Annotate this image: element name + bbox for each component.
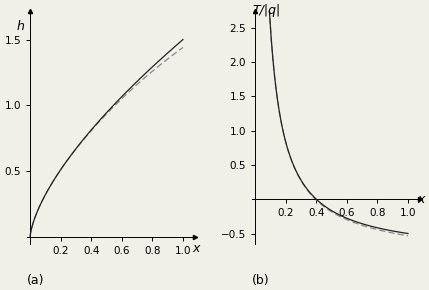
Text: (a): (a) — [27, 274, 45, 287]
Text: (b): (b) — [252, 274, 270, 287]
Text: x: x — [192, 242, 199, 255]
Text: x: x — [417, 193, 425, 206]
Text: h: h — [16, 20, 24, 33]
Text: T/|q|: T/|q| — [252, 4, 281, 17]
